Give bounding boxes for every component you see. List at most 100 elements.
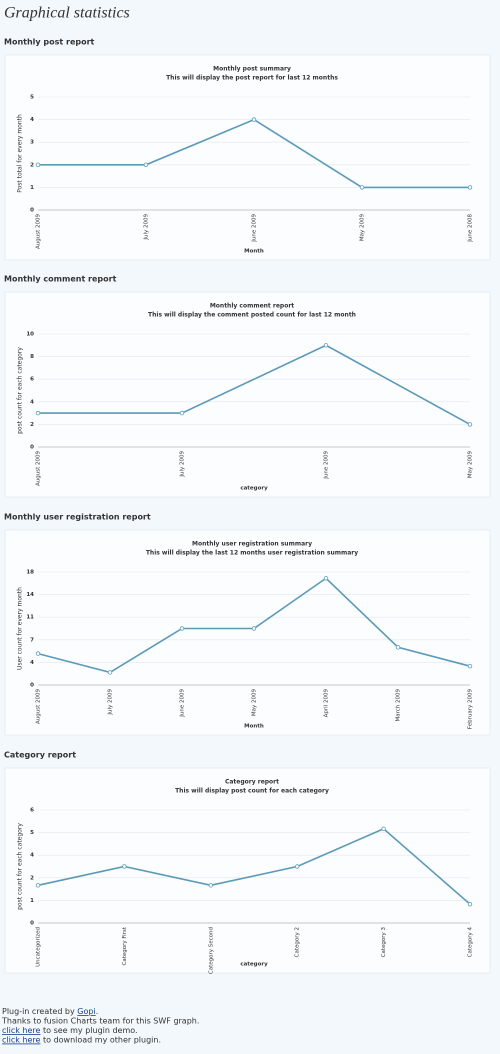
x-tick-label: June 2009 bbox=[324, 451, 330, 480]
x-tick-label: May 2009 bbox=[360, 214, 366, 242]
x-axis-label: category bbox=[240, 962, 268, 968]
y-tick-label: 6 bbox=[30, 808, 34, 814]
y-tick-label: 0 bbox=[30, 445, 34, 451]
y-tick-label: 0 bbox=[30, 683, 34, 689]
x-tick-label: July 2009 bbox=[108, 689, 114, 716]
data-point bbox=[35, 410, 41, 416]
y-tick-label: 4 bbox=[30, 399, 34, 405]
data-point bbox=[35, 883, 41, 888]
section-heading: Category report bbox=[4, 751, 76, 760]
y-axis-label: post count for each category bbox=[17, 823, 24, 910]
x-tick-label: Uncategorized bbox=[36, 927, 42, 967]
footer-link[interactable]: click here bbox=[2, 1026, 41, 1035]
data-point bbox=[323, 343, 329, 348]
x-tick-label: July 2009 bbox=[144, 214, 150, 241]
y-axis-label: User count for every month bbox=[17, 587, 24, 670]
data-point bbox=[251, 626, 257, 631]
x-tick-label: July 2009 bbox=[180, 451, 186, 478]
data-point bbox=[295, 864, 300, 869]
chart-panel bbox=[4, 54, 491, 261]
section-heading: Monthly user registration report bbox=[4, 513, 151, 522]
y-tick-label: 14 bbox=[26, 592, 34, 598]
y-tick-label: 2 bbox=[30, 422, 34, 428]
x-axis-label: Month bbox=[244, 724, 264, 730]
y-tick-label: 1 bbox=[30, 898, 34, 904]
data-point bbox=[467, 663, 473, 669]
y-tick-label: 0 bbox=[30, 921, 34, 927]
data-point bbox=[359, 185, 365, 190]
x-tick-label: Category Second bbox=[208, 927, 214, 974]
y-tick-label: 4 bbox=[30, 117, 34, 123]
page-title: Graphical statistics bbox=[4, 5, 130, 22]
footer-text: to download my other plugin. bbox=[40, 1035, 161, 1044]
x-tick-label: June 2008 bbox=[468, 214, 474, 243]
chart-subtitle: This will display the last 12 months use… bbox=[146, 550, 358, 557]
x-tick-label: August 2009 bbox=[36, 689, 42, 724]
data-point bbox=[143, 162, 149, 167]
chart-subtitle: This will display the comment posted cou… bbox=[148, 312, 356, 319]
x-tick-label: June 2009 bbox=[180, 689, 186, 718]
chart-title: Monthly user registration summary bbox=[192, 541, 312, 548]
footer-line: click here to see my plugin demo. bbox=[2, 1026, 138, 1035]
y-tick-label: 3 bbox=[30, 140, 34, 146]
y-tick-label: 6 bbox=[30, 377, 34, 383]
chart-panel bbox=[4, 767, 491, 974]
chart-title: Monthly post summary bbox=[213, 66, 291, 73]
footer-text: Thanks to fusion Charts team for this SW… bbox=[1, 1016, 199, 1025]
y-tick-label: 4 bbox=[30, 853, 34, 859]
y-tick-label: 18 bbox=[26, 570, 34, 576]
y-tick-label: 0 bbox=[30, 208, 34, 214]
x-tick-label: May 2009 bbox=[252, 689, 258, 717]
x-axis-label: Month bbox=[244, 249, 264, 255]
data-point bbox=[35, 162, 41, 167]
data-line bbox=[38, 344, 471, 426]
chart-subtitle: This will display the post report for la… bbox=[166, 75, 338, 82]
section-heading: Monthly post report bbox=[4, 38, 95, 47]
x-tick-label: Category 3 bbox=[381, 927, 387, 958]
data-point bbox=[122, 864, 127, 869]
y-tick-label: 2 bbox=[30, 875, 34, 881]
data-point bbox=[467, 422, 473, 427]
section-heading: Monthly comment report bbox=[4, 275, 117, 284]
footer-link[interactable]: Gopi bbox=[77, 1007, 95, 1016]
footer-text: to see my plugin demo. bbox=[40, 1026, 137, 1035]
chart-panel bbox=[4, 291, 491, 498]
x-tick-label: August 2009 bbox=[36, 451, 42, 486]
y-tick-label: 2 bbox=[30, 162, 34, 168]
data-point bbox=[107, 670, 113, 675]
y-tick-label: 7 bbox=[30, 637, 34, 643]
x-tick-label: February 2009 bbox=[468, 689, 474, 730]
x-tick-label: June 2009 bbox=[252, 214, 258, 243]
y-tick-label: 11 bbox=[26, 615, 34, 621]
x-tick-label: Category 2 bbox=[295, 927, 301, 957]
x-tick-label: Category First bbox=[122, 926, 128, 965]
data-point bbox=[35, 651, 41, 656]
x-tick-label: Category 4 bbox=[468, 927, 474, 958]
footer-link[interactable]: click here bbox=[2, 1035, 41, 1044]
x-tick-label: August 2009 bbox=[36, 214, 42, 249]
y-axis-label: Post total for every month bbox=[17, 114, 24, 193]
data-point bbox=[467, 901, 473, 907]
chart-panel bbox=[4, 529, 491, 736]
y-axis-label: post count for each category bbox=[17, 347, 24, 434]
y-tick-label: 5 bbox=[30, 830, 34, 836]
data-point bbox=[179, 410, 185, 416]
x-tick-label: April 2009 bbox=[324, 689, 330, 718]
data-line bbox=[37, 827, 471, 905]
y-tick-label: 4 bbox=[30, 660, 34, 666]
footer-text: . bbox=[96, 1007, 99, 1016]
footer-line: Plug-in created by Gopi. bbox=[2, 1007, 98, 1016]
data-point bbox=[323, 576, 329, 581]
footer-line: Thanks to fusion Charts team for this SW… bbox=[1, 1016, 199, 1025]
data-point bbox=[395, 645, 401, 650]
x-tick-label: May 2009 bbox=[468, 451, 474, 479]
y-tick-label: 5 bbox=[30, 95, 34, 101]
y-tick-label: 1 bbox=[30, 185, 34, 191]
data-point bbox=[251, 117, 257, 122]
footer-text: Plug-in created by bbox=[2, 1007, 77, 1016]
x-axis-label: category bbox=[240, 486, 268, 492]
data-point bbox=[179, 626, 185, 631]
x-tick-label: March 2009 bbox=[396, 689, 402, 722]
data-point bbox=[208, 883, 213, 888]
